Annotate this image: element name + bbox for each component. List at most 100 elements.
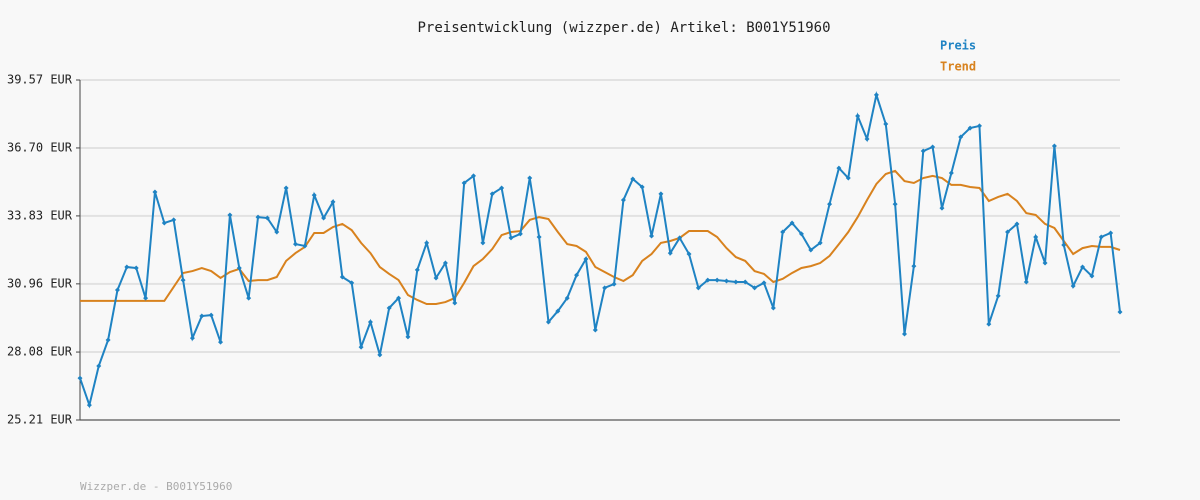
point (1108, 230, 1114, 236)
point (902, 331, 908, 337)
y-tick-label: 33.83 EUR (7, 208, 73, 222)
point (798, 231, 804, 237)
point (433, 275, 439, 281)
y-tick-label: 39.57 EUR (7, 73, 73, 87)
point (723, 278, 729, 284)
point (489, 191, 495, 197)
point (1089, 273, 1095, 279)
point (1070, 283, 1076, 289)
point (705, 277, 711, 283)
point (939, 205, 945, 211)
point (536, 234, 542, 240)
point (86, 402, 92, 408)
point (770, 305, 776, 311)
point (827, 201, 833, 207)
point (321, 215, 327, 221)
point (227, 212, 233, 218)
point (124, 264, 130, 270)
point (377, 352, 383, 358)
point (189, 335, 195, 341)
legend-label: Preis (940, 39, 976, 53)
point (171, 217, 177, 223)
point (1080, 264, 1086, 270)
point (424, 240, 430, 246)
point (414, 267, 420, 273)
point (920, 148, 926, 154)
point (986, 321, 992, 327)
point (686, 251, 692, 257)
point (1033, 234, 1039, 240)
point (667, 250, 673, 256)
point (218, 339, 224, 345)
footer: Wizzper.de - B001Y51960 (80, 480, 232, 493)
point (836, 165, 842, 171)
series-line (79, 91, 1121, 409)
chart-title: Preisentwicklung (wizzper.de) Artikel: B… (417, 20, 830, 36)
y-tick-label: 28.08 EUR (7, 345, 73, 359)
point (358, 344, 364, 350)
point (780, 229, 786, 235)
point (255, 214, 261, 220)
point (545, 319, 551, 325)
point (714, 277, 720, 283)
point (152, 189, 158, 195)
point (452, 300, 458, 306)
point (471, 173, 477, 179)
point (948, 170, 954, 176)
y-tick-label: 36.70 EUR (7, 140, 73, 154)
point (1098, 234, 1104, 240)
point (677, 235, 683, 241)
point (1042, 260, 1048, 266)
point (1005, 229, 1011, 235)
point (396, 295, 402, 301)
point (386, 305, 392, 311)
point (620, 197, 626, 203)
point (330, 199, 336, 205)
point (349, 280, 355, 286)
point (1117, 309, 1123, 315)
point (611, 281, 617, 287)
point (367, 319, 373, 325)
point (761, 280, 767, 286)
point (292, 241, 298, 247)
point (555, 308, 561, 314)
point (574, 272, 580, 278)
point (114, 287, 120, 293)
point (264, 215, 270, 221)
point (602, 285, 608, 291)
point (77, 375, 83, 381)
point (845, 175, 851, 181)
point (592, 327, 598, 333)
point (461, 180, 467, 186)
point (499, 185, 505, 191)
legend-label: Trend (940, 60, 976, 74)
point (958, 134, 964, 140)
point (649, 233, 655, 239)
point (752, 285, 758, 291)
y-tick-label: 30.96 EUR (7, 276, 73, 290)
point (283, 185, 289, 191)
point (583, 256, 589, 262)
point (930, 144, 936, 150)
point (995, 293, 1001, 299)
point (789, 220, 795, 226)
point (199, 313, 205, 319)
point (855, 113, 861, 119)
point (527, 175, 533, 181)
point (480, 240, 486, 246)
point (236, 265, 242, 271)
point (630, 176, 636, 182)
point (442, 260, 448, 266)
point (864, 136, 870, 142)
y-tick-label: 25.21 EUR (7, 413, 73, 427)
point (976, 123, 982, 129)
point (405, 334, 411, 340)
point (1014, 221, 1020, 227)
point (1023, 279, 1029, 285)
point (695, 285, 701, 291)
point (564, 295, 570, 301)
point (311, 192, 317, 198)
point (911, 263, 917, 269)
point (339, 274, 345, 280)
